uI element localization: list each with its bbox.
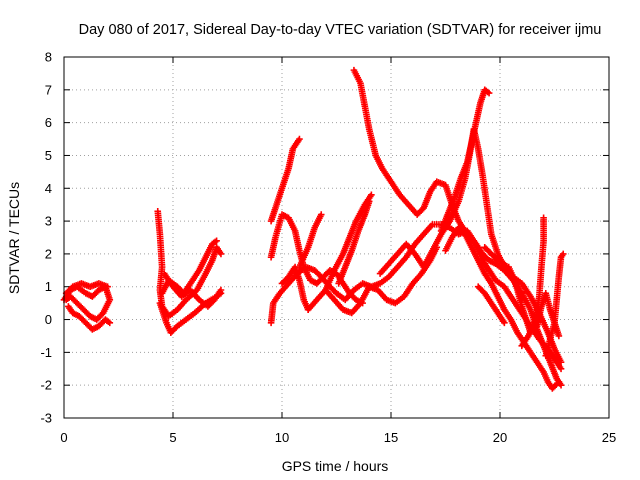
data-point — [554, 379, 561, 387]
series-track-o — [335, 198, 373, 287]
x-tick-label: 5 — [169, 430, 176, 445]
data-point — [217, 286, 225, 294]
data-point — [501, 319, 508, 327]
data-points — [60, 66, 567, 392]
data-point — [559, 250, 567, 258]
grid-lines — [63, 56, 610, 419]
series-track-x — [533, 289, 563, 340]
y-tick-label: 2 — [45, 246, 52, 261]
y-tick-label: 6 — [45, 115, 52, 130]
series-track-j — [267, 211, 366, 307]
y-tick-label: 4 — [45, 181, 52, 196]
data-point — [317, 211, 325, 218]
series-track-c — [62, 280, 111, 297]
x-axis-label: GPS time / hours — [282, 458, 389, 474]
x-tick-label: 15 — [384, 430, 398, 445]
series-track-b — [65, 303, 114, 333]
y-tick-label: 0 — [45, 312, 52, 327]
y-tick-label: 5 — [45, 148, 52, 163]
series-track-k — [278, 263, 312, 313]
data-point — [540, 214, 547, 222]
y-tick-label: -1 — [40, 345, 52, 360]
y-tick-label: -3 — [40, 411, 52, 426]
x-tick-label: 25 — [602, 430, 616, 445]
series-track-y — [542, 250, 567, 359]
y-tick-label: 3 — [45, 214, 52, 229]
data-point — [104, 283, 111, 291]
x-tick-label: 10 — [275, 430, 289, 445]
data-point — [485, 89, 493, 97]
series-track-i — [267, 135, 303, 225]
y-tick-label: 7 — [45, 82, 52, 97]
axis-ticks: 0 5 10 15 20 25 -3 -2 -1 0 1 2 3 4 5 6 7 8 — [40, 50, 616, 446]
y-tick-label: 1 — [45, 279, 52, 294]
x-tick-label: 20 — [493, 430, 507, 445]
series-track-s — [442, 224, 563, 392]
data-point — [217, 250, 225, 258]
y-tick-label: 8 — [45, 50, 52, 65]
series-track-g — [160, 270, 225, 310]
series-track-v — [505, 263, 534, 336]
data-point — [365, 198, 373, 205]
y-tick-label: -2 — [40, 378, 52, 393]
data-point — [557, 358, 565, 366]
data-point — [555, 378, 563, 386]
plot-frame — [63, 56, 610, 419]
series-track-q — [437, 86, 493, 235]
y-axis-label: SDTVAR / TECUs — [6, 182, 22, 294]
series-track-f — [156, 289, 225, 336]
data-point — [106, 319, 114, 327]
data-point — [296, 135, 303, 143]
data-point — [557, 365, 565, 373]
x-tick-label: 0 — [60, 430, 67, 445]
data-point — [555, 332, 563, 340]
series-track-u — [474, 283, 508, 327]
data-point — [368, 191, 375, 199]
data-point — [213, 237, 220, 245]
series-track-d — [154, 207, 225, 320]
chart-title: Day 080 of 2017, Sidereal Day-to-day VTE… — [79, 22, 602, 38]
series-track-m — [296, 211, 325, 271]
